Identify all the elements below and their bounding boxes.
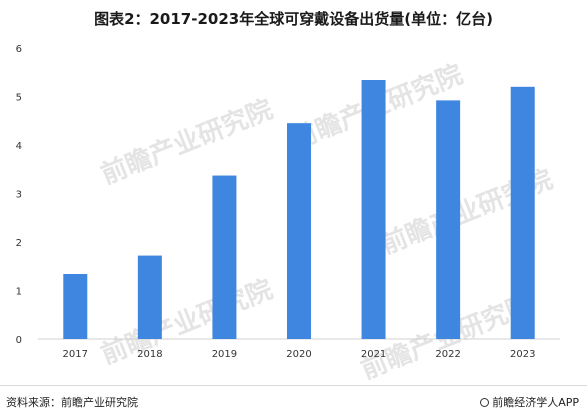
- x-tick-label: 2020: [286, 349, 311, 360]
- y-axis: 0 1 2 3 4 5 6: [16, 44, 22, 346]
- y-tick-label: 2: [16, 238, 22, 249]
- footer: 资料来源：前瞻产业研究院 前瞻经济学人APP: [0, 385, 587, 418]
- y-tick-label: 0: [16, 335, 22, 346]
- watermark-text: 前瞻产业研究院: [97, 274, 277, 371]
- bar-2022: [436, 100, 461, 339]
- watermark-layer: 前瞻产业研究院前瞻产业研究院前瞻产业研究院前瞻产业研究院前瞻产业研究院: [97, 59, 557, 385]
- bar-2021: [361, 80, 386, 339]
- y-tick-label: 1: [16, 287, 22, 298]
- bar-2017: [63, 274, 88, 339]
- brand-label-wrap: 前瞻经济学人APP: [480, 394, 579, 410]
- bar-chart: 前瞻产业研究院前瞻产业研究院前瞻产业研究院前瞻产业研究院前瞻产业研究院 0 1 2 3…: [16, 44, 560, 385]
- y-tick-label: 4: [16, 141, 22, 152]
- x-tick-label: 2017: [63, 349, 88, 360]
- x-tick-label: 2018: [137, 349, 162, 360]
- qianzhan-logo-icon: [480, 398, 490, 407]
- x-tick-label: 2021: [361, 349, 386, 360]
- chart-title: 图表2：2017-2023年全球可穿戴设备出货量(单位：亿台): [94, 10, 493, 28]
- y-tick-label: 6: [16, 44, 22, 55]
- source-note: 资料来源：前瞻产业研究院: [6, 396, 138, 409]
- bar-2018: [137, 255, 162, 339]
- brand-label: 前瞻经济学人APP: [492, 396, 579, 409]
- bars: [63, 80, 535, 339]
- watermark-text: 前瞻产业研究院: [97, 94, 277, 191]
- bar-2019: [212, 175, 237, 339]
- x-axis: 2017 2018 2019 2020 2021 2022 2023: [63, 349, 536, 360]
- x-tick-label: 2023: [510, 349, 535, 360]
- x-tick-label: 2019: [212, 349, 237, 360]
- y-tick-label: 3: [16, 190, 22, 201]
- bar-2023: [510, 86, 535, 339]
- bar-2020: [287, 123, 311, 339]
- x-tick-label: 2022: [435, 349, 460, 360]
- y-tick-label: 5: [16, 93, 22, 104]
